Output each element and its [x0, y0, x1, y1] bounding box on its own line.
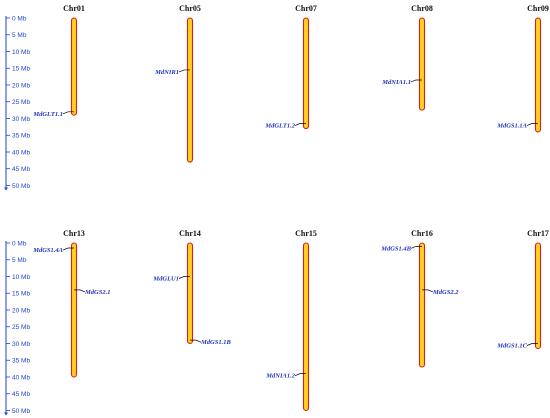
chromosome-bar [70, 17, 78, 116]
gene-marker [422, 289, 434, 293]
chromosome-title: Chr13 [63, 229, 85, 238]
gene-marker [294, 123, 306, 126]
chromosome-bar [302, 17, 310, 130]
scale-tick-label: 5 Mb [12, 257, 27, 264]
chromosome-bar [302, 242, 310, 412]
chromosome-bar [418, 17, 426, 111]
scale-tick-label: 35 Mb [12, 358, 30, 365]
chromosome-title: Chr14 [179, 229, 201, 238]
gene-label: MdNIA1.1 [381, 79, 411, 86]
gene-label: MdGS2.1 [84, 289, 110, 296]
scale-tick-label: 10 Mb [12, 49, 30, 56]
scale-tick-label: 45 Mb [12, 166, 30, 173]
chromosome-title: Chr16 [411, 229, 433, 238]
scale-tick-label: 10 Mb [12, 274, 30, 281]
scale-tick-label: 35 Mb [12, 133, 30, 140]
scale-tick-label: 5 Mb [12, 32, 27, 39]
chromosome-title: Chr01 [63, 4, 85, 13]
gene-marker [294, 373, 306, 376]
scale-tick-label: 25 Mb [12, 99, 30, 106]
scale-tick-label: 20 Mb [12, 82, 30, 89]
chromosome-title: Chr08 [411, 4, 433, 13]
gene-label: MdGS2.2 [432, 289, 459, 296]
scale-axis-arrow [4, 412, 8, 416]
gene-marker [178, 276, 190, 279]
scale-tick-label: 0 Mb [12, 15, 27, 22]
scale-tick-label: 50 Mb [12, 183, 30, 190]
gene-marker [74, 289, 86, 293]
chromosome-title: Chr15 [295, 229, 317, 238]
gene-label: MdGS1.4B [380, 245, 411, 252]
gene-marker [190, 339, 202, 343]
gene-marker [178, 69, 190, 73]
scale-tick-label: 30 Mb [12, 341, 30, 348]
gene-marker [62, 247, 74, 251]
chromosome-bar [534, 17, 542, 133]
gene-marker [410, 79, 422, 83]
gene-marker [526, 123, 538, 126]
gene-label: MdGLT1.2 [264, 123, 295, 130]
gene-label: MdNIR1 [154, 69, 179, 76]
gene-label: MdGLT1.1 [32, 111, 63, 118]
chromosome-bar [70, 242, 78, 378]
chromosome-title: Chr09 [527, 4, 549, 13]
scale-tick-label: 15 Mb [12, 66, 30, 73]
scale-tick-label: 45 Mb [12, 391, 30, 398]
gene-label: MdGS1.1A [496, 123, 527, 130]
gene-marker [410, 246, 422, 249]
scale-tick-label: 15 Mb [12, 291, 30, 298]
chromosome-bar [418, 242, 426, 368]
chromosome-title: Chr17 [527, 229, 549, 238]
gene-marker [62, 111, 74, 115]
gene-label: MdGS1.4A [32, 247, 63, 254]
gene-label: MdGS1.1B [200, 339, 231, 346]
scale-tick-label: 50 Mb [12, 408, 30, 415]
scale-tick-label: 0 Mb [12, 240, 27, 247]
chromosome-title: Chr07 [295, 4, 317, 13]
gene-label: MdGLU1 [152, 276, 179, 283]
chromosome-bar [534, 242, 542, 350]
scale-tick-label: 30 Mb [12, 116, 30, 123]
chromosome-bar [186, 242, 194, 345]
gene-label: MdGS1.1C [496, 343, 527, 350]
scale-tick-label: 20 Mb [12, 307, 30, 314]
scale-tick-label: 40 Mb [12, 149, 30, 156]
scale-tick-label: 25 Mb [12, 324, 30, 331]
scale-tick-label: 40 Mb [12, 374, 30, 381]
chromosome-title: Chr05 [179, 4, 201, 13]
gene-label: MdNIA1.2 [265, 373, 295, 380]
gene-marker [526, 343, 538, 346]
scale-axis-arrow [4, 187, 8, 191]
chromosome-bar [186, 17, 194, 163]
